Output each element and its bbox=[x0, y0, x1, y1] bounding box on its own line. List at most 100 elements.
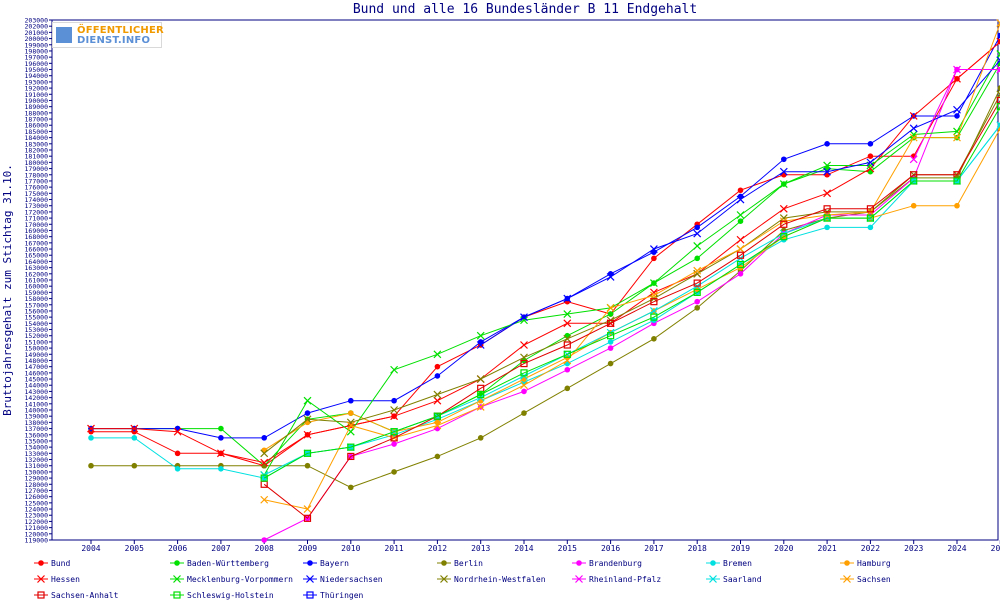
legend-label: Niedersachsen bbox=[320, 575, 383, 584]
y-tick-label: 150000 bbox=[25, 345, 49, 353]
legend-label: Rheinland-Pfalz bbox=[589, 575, 661, 584]
marker-stroke bbox=[866, 158, 875, 167]
data-point bbox=[736, 260, 745, 269]
data-point bbox=[997, 32, 1000, 39]
data-point bbox=[953, 65, 961, 74]
y-tick-label: 138000 bbox=[25, 419, 49, 427]
data-point bbox=[694, 255, 700, 262]
marker-stroke bbox=[476, 402, 485, 411]
data-point bbox=[390, 406, 399, 414]
data-point bbox=[347, 452, 355, 461]
marker-stroke bbox=[996, 22, 1000, 28]
x-tick-label: 2019 bbox=[731, 544, 750, 553]
series-line bbox=[263, 128, 1000, 451]
data-point bbox=[953, 74, 961, 83]
marker-stroke bbox=[909, 133, 918, 142]
data-point bbox=[260, 495, 269, 504]
legend-label: Bund bbox=[51, 559, 70, 568]
y-tick-label: 121000 bbox=[25, 524, 49, 532]
data-point bbox=[693, 266, 702, 275]
legend-marker bbox=[37, 575, 45, 583]
data-point bbox=[649, 307, 658, 315]
data-point bbox=[521, 410, 527, 416]
x-tick-label: 2017 bbox=[644, 544, 663, 553]
data-point bbox=[781, 156, 787, 163]
data-point bbox=[348, 410, 354, 416]
legend-marker bbox=[709, 575, 717, 583]
data-point bbox=[303, 396, 312, 405]
marker-stroke bbox=[433, 396, 442, 405]
x-tick-label: 2014 bbox=[514, 544, 533, 553]
y-tick-label: 162000 bbox=[25, 270, 49, 278]
y-tick-label: 178000 bbox=[25, 171, 49, 179]
marker-stroke bbox=[260, 458, 269, 467]
data-point bbox=[88, 435, 94, 441]
data-point bbox=[303, 449, 312, 457]
series-line bbox=[263, 53, 1000, 476]
data-point bbox=[260, 449, 269, 458]
y-tick-label: 136000 bbox=[25, 431, 49, 439]
y-tick-label: 127000 bbox=[25, 487, 49, 495]
data-point bbox=[391, 397, 397, 404]
y-tick-label: 144000 bbox=[25, 382, 49, 390]
data-point bbox=[606, 272, 615, 281]
data-point bbox=[824, 224, 830, 231]
marker-stroke bbox=[996, 90, 1000, 95]
y-tick-label: 171000 bbox=[25, 215, 49, 223]
legend-label: Berlin bbox=[454, 559, 483, 568]
y-tick-label: 133000 bbox=[25, 450, 49, 458]
y-tick-label: 153000 bbox=[25, 326, 49, 334]
x-tick-label: 2016 bbox=[601, 544, 620, 553]
x-tick-label: 2010 bbox=[341, 544, 360, 553]
data-point bbox=[433, 421, 442, 430]
data-point bbox=[347, 443, 355, 451]
marker-stroke bbox=[909, 112, 918, 120]
y-tick-label: 170000 bbox=[25, 221, 49, 229]
marker-stroke bbox=[953, 133, 961, 142]
x-tick-label: 2004 bbox=[81, 544, 100, 553]
data-point bbox=[260, 458, 269, 467]
marker-stroke bbox=[390, 365, 399, 374]
marker-stroke bbox=[433, 421, 442, 430]
marker-stroke bbox=[649, 288, 658, 297]
series-13 bbox=[260, 19, 1000, 513]
y-tick-label: 174000 bbox=[25, 196, 49, 204]
marker-stroke bbox=[306, 575, 314, 583]
data-point bbox=[174, 450, 181, 457]
data-point bbox=[476, 341, 485, 349]
legend-item: Brandenburg bbox=[572, 559, 642, 568]
data-point bbox=[348, 397, 354, 404]
marker-stroke bbox=[996, 37, 1000, 43]
data-point bbox=[823, 167, 832, 176]
data-point bbox=[737, 187, 744, 194]
y-tick-label: 172000 bbox=[25, 208, 49, 216]
marker-stroke bbox=[520, 381, 528, 390]
y-tick-label: 145000 bbox=[25, 376, 49, 384]
series-5 bbox=[88, 122, 1000, 481]
y-tick-label: 130000 bbox=[25, 468, 49, 476]
data-point bbox=[563, 356, 572, 365]
data-point bbox=[736, 195, 745, 204]
marker-stroke bbox=[649, 245, 658, 253]
marker-stroke bbox=[736, 245, 745, 253]
data-point bbox=[390, 365, 399, 374]
marker-stroke bbox=[346, 418, 355, 427]
data-point bbox=[866, 214, 875, 222]
marker-stroke bbox=[563, 294, 572, 303]
data-point bbox=[909, 155, 918, 164]
marker-stroke bbox=[476, 331, 485, 340]
legend-marker bbox=[174, 560, 180, 566]
y-tick-label: 161000 bbox=[25, 277, 49, 285]
y-tick-label: 192000 bbox=[25, 85, 49, 93]
plot-area-frame bbox=[51, 19, 999, 541]
data-point bbox=[737, 271, 744, 277]
data-point bbox=[348, 484, 354, 491]
y-tick-label: 158000 bbox=[25, 295, 49, 303]
legend-item: Thüringen bbox=[303, 591, 364, 600]
y-tick-label: 128000 bbox=[25, 481, 49, 489]
y-tick-label: 180000 bbox=[25, 159, 49, 167]
y-tick-label: 120000 bbox=[25, 530, 49, 538]
y-tick-label: 129000 bbox=[25, 475, 49, 483]
data-point bbox=[304, 462, 311, 469]
